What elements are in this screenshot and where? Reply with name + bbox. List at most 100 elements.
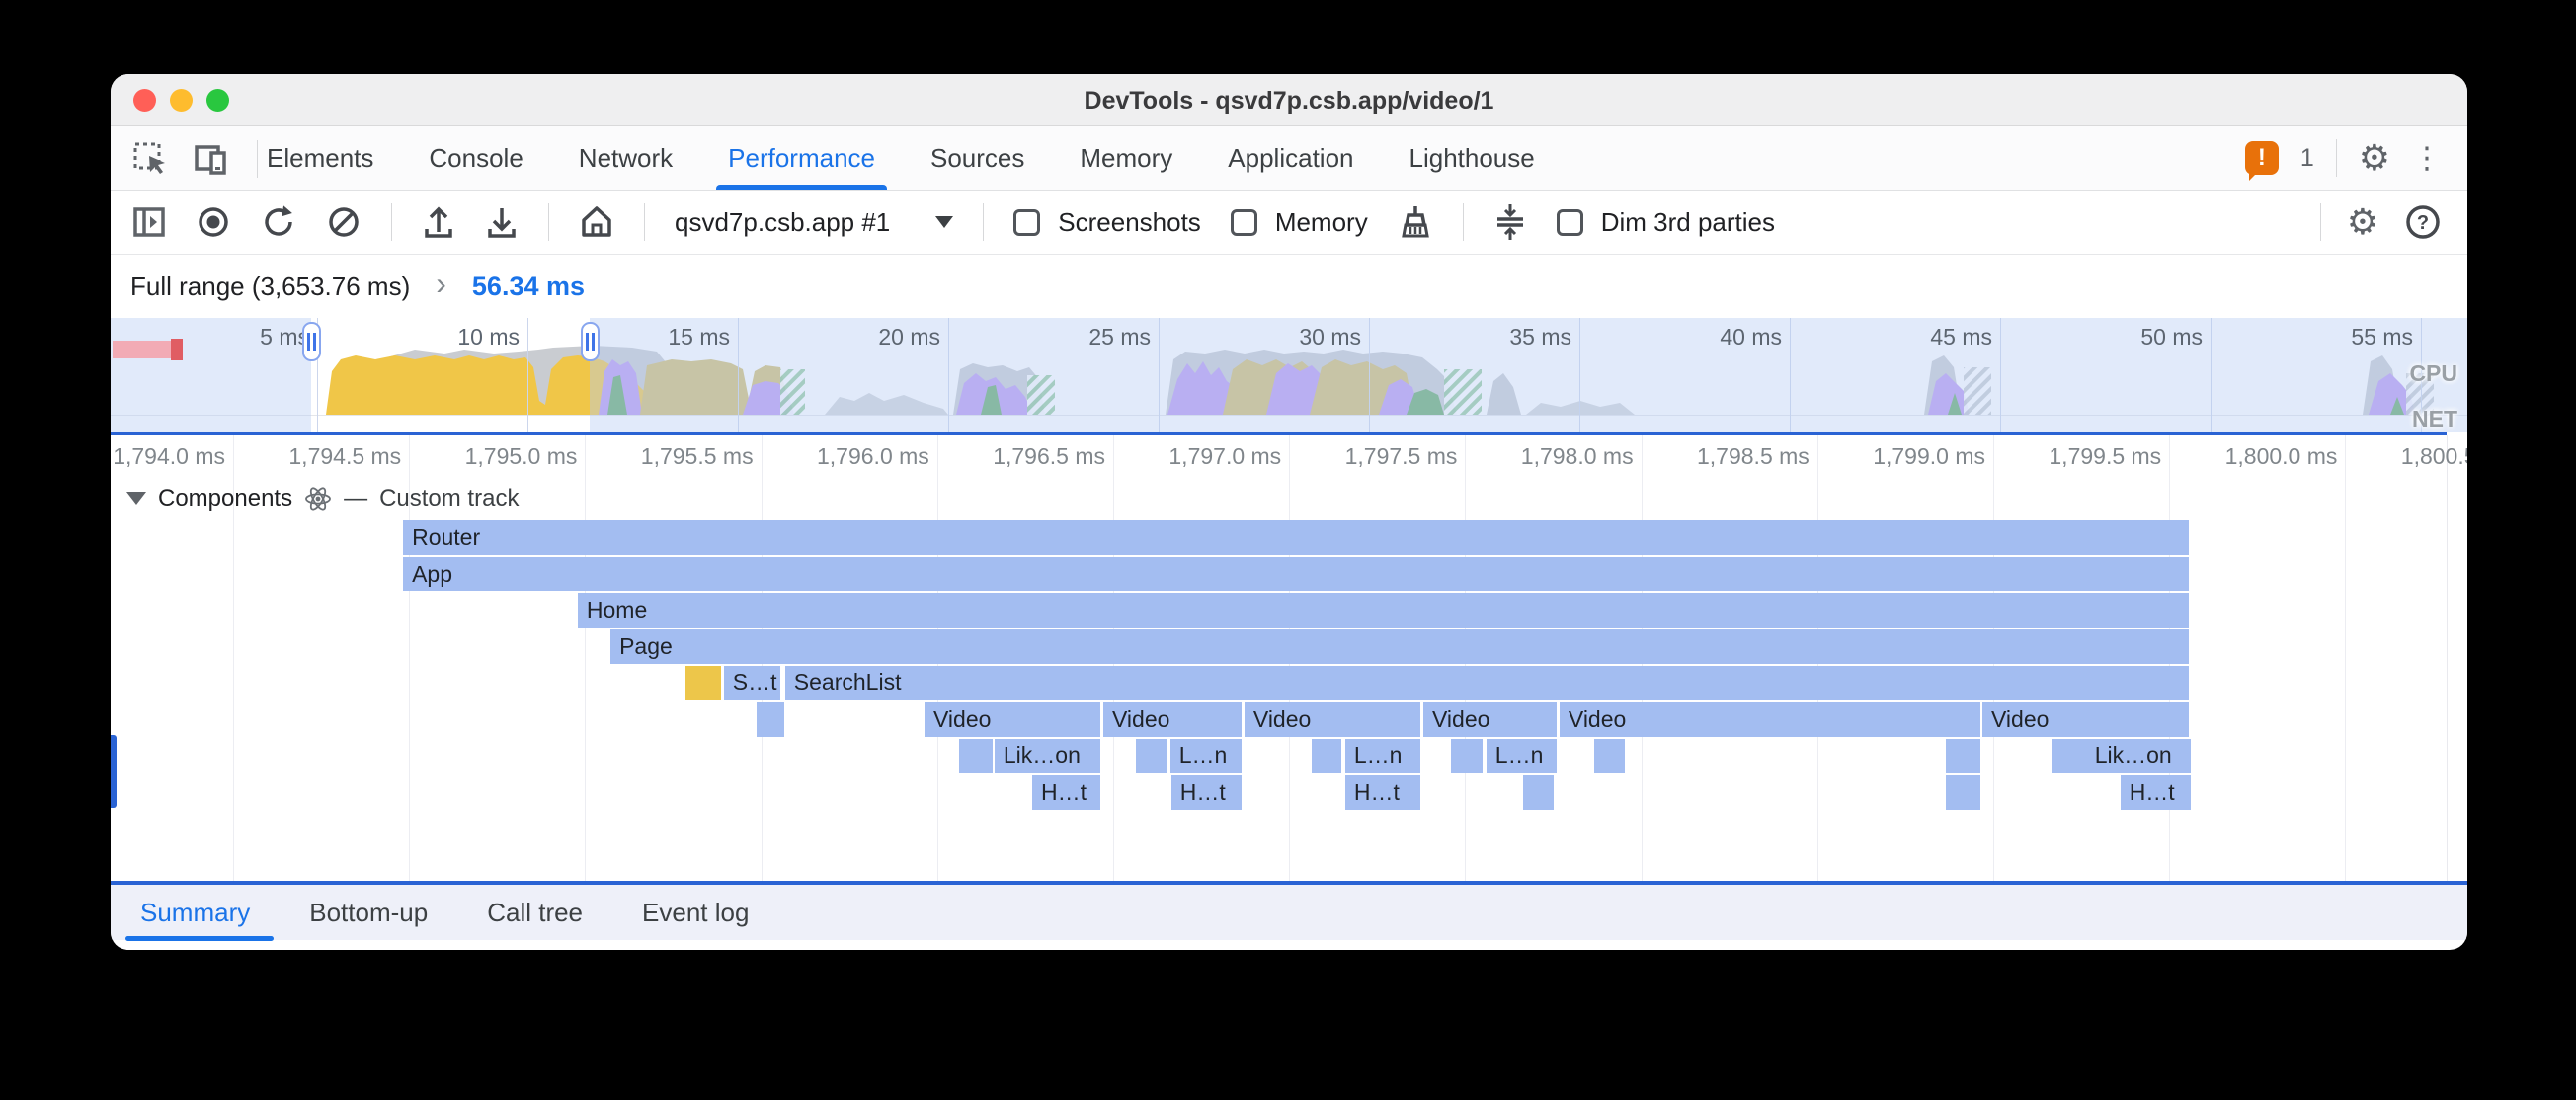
cpu-lane-label: CPU: [2409, 360, 2457, 386]
flame-bar-app[interactable]: App: [403, 556, 2190, 591]
tab-lighthouse[interactable]: Lighthouse: [1409, 142, 1535, 173]
tab-console[interactable]: Console: [429, 142, 523, 173]
divider: [2319, 203, 2321, 241]
settings-gear-icon[interactable]: ⚙: [2358, 137, 2390, 178]
flame-bar-likon[interactable]: Lik…on: [2085, 738, 2191, 773]
zoom-window-button[interactable]: [206, 89, 229, 112]
flame-bar-ln[interactable]: L…n: [1486, 738, 1558, 773]
flame-bar-ht[interactable]: H…t: [2120, 774, 2191, 810]
flame-bar[interactable]: [1312, 738, 1341, 773]
flame-bar-ht[interactable]: H…t: [1344, 774, 1420, 810]
flame-bar-video[interactable]: Video: [1982, 702, 2190, 737]
memory-checkbox[interactable]: [1230, 208, 1257, 236]
flame-chart-detail[interactable]: 1,794.0 ms 1,794.5 ms 1,795.0 ms 1,795.5 ms…: [111, 435, 2467, 881]
overview-gridline: [1790, 318, 1791, 432]
track-separator: —: [344, 484, 368, 511]
screenshots-checkbox[interactable]: [1013, 208, 1041, 236]
full-range-crumb[interactable]: Full range (3,653.76 ms): [130, 271, 411, 301]
tab-sources[interactable]: Sources: [930, 142, 1025, 173]
flame-bar-router[interactable]: Router: [403, 520, 2190, 555]
flame-bar-home[interactable]: Home: [577, 592, 2190, 628]
target-selector-dropdown[interactable]: qsvd7p.csb.app #1: [675, 207, 954, 238]
inspect-element-icon[interactable]: [132, 141, 168, 177]
clear-icon[interactable]: [326, 204, 362, 240]
memory-label: Memory: [1274, 206, 1368, 237]
collapse-tracks-icon[interactable]: [1493, 202, 1527, 242]
tab-network[interactable]: Network: [578, 142, 674, 173]
overview-right-handle[interactable]: [581, 322, 600, 361]
tab-application[interactable]: Application: [1228, 142, 1354, 173]
toggle-device-toolbar-icon[interactable]: [194, 141, 231, 177]
flame-bar-searchlist[interactable]: SearchList: [784, 666, 2190, 701]
flame-bar-ln[interactable]: L…n: [1344, 738, 1420, 773]
cpu-activity-chart: [326, 346, 2434, 415]
toggle-sidebar-icon[interactable]: [132, 205, 166, 239]
record-and-reload-icon[interactable]: [261, 204, 296, 240]
detail-ruler-label: 1,795.0 ms: [464, 443, 578, 469]
track-subtitle: Custom track: [379, 484, 520, 511]
bottom-tab-bottomup[interactable]: Bottom-up: [309, 897, 429, 927]
tab-memory[interactable]: Memory: [1080, 142, 1173, 173]
flame-bar[interactable]: [958, 738, 994, 773]
upload-profile-icon[interactable]: [422, 204, 455, 240]
bottom-tab-calltree[interactable]: Call tree: [487, 897, 584, 927]
overview-gridline: [1369, 318, 1370, 432]
flame-bar[interactable]: [757, 702, 784, 737]
tab-performance[interactable]: Performance: [716, 126, 887, 190]
overview-tick-label: 25 ms: [1088, 324, 1151, 350]
flame-bar-video[interactable]: Video: [1423, 702, 1558, 737]
flame-bar-video[interactable]: Video: [1559, 702, 1980, 737]
flame-bar-ht[interactable]: H…t: [1032, 774, 1100, 810]
components-track-header[interactable]: Components — Custom track: [126, 482, 519, 514]
flame-bar-ln[interactable]: L…n: [1169, 738, 1242, 773]
flame-bar-likon[interactable]: Lik…on: [994, 738, 1100, 773]
overview-gridline: [1159, 318, 1160, 432]
flame-bar[interactable]: [685, 666, 721, 701]
collapse-triangle-icon[interactable]: [126, 492, 146, 514]
title-bar[interactable]: DevTools - qsvd7p.csb.app/video/1: [111, 74, 2467, 126]
more-options-icon[interactable]: ⋮: [2412, 141, 2442, 175]
issue-count: 1: [2299, 143, 2314, 172]
flame-bar[interactable]: [1135, 738, 1167, 773]
overview-tick-label: 30 ms: [1299, 324, 1361, 350]
timeline-overview[interactable]: 5 ms 10 ms 15 ms 20 ms 25 ms 30 ms 35 ms 40 ms 4…: [111, 318, 2467, 432]
garbage-collect-icon[interactable]: [1398, 203, 1433, 241]
close-window-button[interactable]: [133, 89, 156, 112]
tab-elements[interactable]: Elements: [267, 142, 374, 173]
flame-bar-page[interactable]: Page: [610, 629, 2190, 665]
overview-gridline: [2000, 318, 2001, 432]
divider: [2335, 139, 2337, 177]
flame-bar-video[interactable]: Video: [925, 702, 1100, 737]
minimize-window-button[interactable]: [170, 89, 193, 112]
detail-ruler-label: 1,799.5 ms: [2049, 443, 2162, 469]
flame-bar-video[interactable]: Video: [1244, 702, 1420, 737]
flame-bar[interactable]: [2051, 738, 2086, 773]
selected-range-crumb[interactable]: 56.34 ms: [471, 271, 585, 301]
flame-bar[interactable]: [1945, 738, 1980, 773]
flame-bar[interactable]: [1450, 738, 1483, 773]
home-icon[interactable]: [579, 204, 614, 240]
flame-bar[interactable]: [1522, 774, 1554, 810]
help-icon[interactable]: ?: [2404, 203, 2442, 241]
detail-ruler-label: 1,800.5 ms: [2400, 443, 2467, 469]
flame-bar-st[interactable]: S…t: [723, 666, 780, 701]
detail-gridline: [409, 435, 411, 881]
flame-bar[interactable]: [1593, 738, 1625, 773]
download-profile-icon[interactable]: [485, 204, 519, 240]
bottom-tab-summary[interactable]: Summary: [140, 897, 251, 927]
detail-ruler-label: 1,798.5 ms: [1697, 443, 1810, 469]
overview-tick-label: 40 ms: [1720, 324, 1782, 350]
record-icon[interactable]: [196, 204, 231, 240]
overview-left-handle[interactable]: [302, 322, 321, 361]
flame-bar-video[interactable]: Video: [1103, 702, 1242, 737]
detail-ruler-label: 1,794.5 ms: [288, 443, 402, 469]
net-lane-label: NET: [2412, 406, 2457, 432]
detail-focus-border-left: [111, 735, 117, 808]
flame-bar-ht[interactable]: H…t: [1170, 774, 1242, 810]
dim-3rd-parties-checkbox[interactable]: [1556, 208, 1583, 236]
bottom-tab-eventlog[interactable]: Event log: [642, 897, 750, 927]
issues-icon[interactable]: !: [2244, 141, 2279, 181]
capture-settings-gear-icon[interactable]: ⚙: [2346, 201, 2378, 242]
flame-bar[interactable]: [1945, 774, 1980, 810]
detail-ruler-label: 1,796.0 ms: [817, 443, 929, 469]
